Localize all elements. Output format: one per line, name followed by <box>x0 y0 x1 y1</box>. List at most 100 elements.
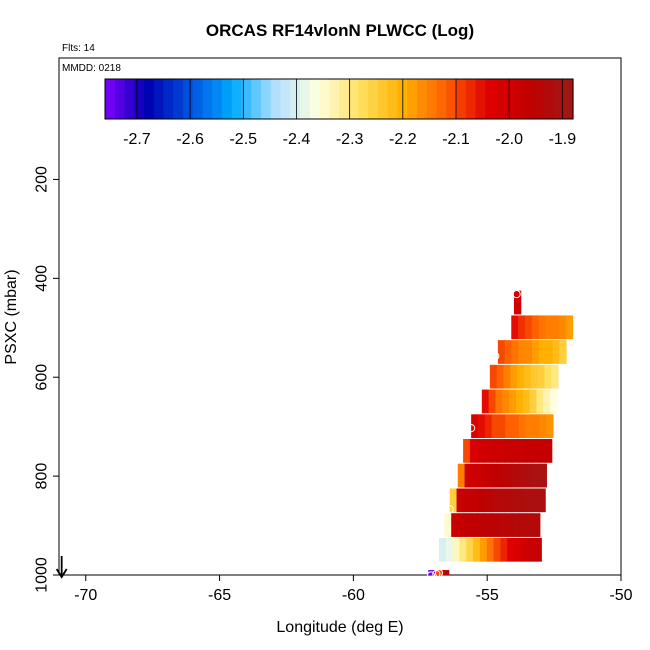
heatmap-cell <box>491 414 499 439</box>
sample-points <box>426 290 604 580</box>
colorbar-swatch <box>378 79 389 119</box>
heatmap-cell <box>495 389 503 414</box>
heatmap-cell <box>526 513 534 537</box>
colorbar-tick-label: -2.1 <box>442 131 470 148</box>
colorbar-swatch <box>563 79 574 119</box>
heatmap-cell <box>473 537 481 562</box>
heatmap-cell <box>539 414 547 439</box>
colorbar <box>104 78 574 120</box>
sample-point <box>467 424 476 433</box>
heatmap-cell <box>510 439 519 463</box>
heatmap-cell <box>532 463 541 488</box>
colorbar-swatch <box>124 79 135 119</box>
heatmap-cell <box>470 488 478 513</box>
heatmap-cell <box>559 315 567 340</box>
y-axis: 200 400 600 800 1000 <box>34 166 59 593</box>
colorbar-tick-label: -2.4 <box>283 131 311 148</box>
heatmap-cell <box>444 513 452 537</box>
heatmap-cell <box>509 389 517 414</box>
heatmap-cell <box>552 340 560 364</box>
wind-arrow <box>55 556 68 579</box>
heatmap-cell <box>518 315 526 340</box>
heatmap-cell <box>478 463 486 488</box>
sample-point <box>426 571 436 580</box>
colorbar-swatch <box>222 79 233 119</box>
colorbar-swatch <box>495 79 506 119</box>
x-tick-label: -50 <box>609 587 632 604</box>
heatmap-cell <box>497 439 505 463</box>
colorbar-swatch <box>485 79 496 119</box>
heatmap-cell <box>515 389 524 414</box>
colorbar-swatch <box>456 79 467 119</box>
heatmap-cell <box>492 513 500 537</box>
heatmap-cell <box>491 463 500 488</box>
heatmap-cell <box>565 315 574 340</box>
heatmap-cell <box>525 463 534 488</box>
heatmap-cell <box>504 488 512 513</box>
heatmap-cell <box>497 488 505 513</box>
plot-frame <box>58 57 622 576</box>
colorbar-swatch <box>270 79 282 119</box>
heatmap-cell <box>505 513 514 537</box>
heatmap-cell <box>503 364 511 389</box>
heatmap-cell <box>477 488 485 513</box>
colorbar-tick-label: -2.7 <box>123 131 151 148</box>
heatmap-cell <box>486 537 495 562</box>
heatmap-cell <box>463 488 471 513</box>
colorbar-swatch <box>543 79 555 119</box>
heatmap-cell <box>504 340 513 364</box>
x-tick-label: -70 <box>74 587 97 604</box>
heatmap-cell <box>511 340 519 364</box>
colorbar-swatch <box>553 79 564 119</box>
sample-point <box>590 458 599 467</box>
heatmap-cell <box>458 513 466 537</box>
colorbar-tick-label: -2.5 <box>229 131 257 148</box>
colorbar-frame <box>104 78 574 120</box>
heatmap-cell <box>504 439 512 463</box>
heatmap-cell <box>538 315 546 340</box>
heatmap-cell <box>524 315 533 340</box>
heatmap-cell <box>511 315 519 340</box>
heatmap-cell <box>530 364 539 389</box>
heatmap-cell <box>496 364 505 389</box>
colorbar-swatch <box>368 79 379 119</box>
heatmap-cell <box>445 537 454 562</box>
heatmap-cell <box>477 414 486 439</box>
heatmap-cell <box>531 488 539 513</box>
heatmap-cell <box>523 364 532 389</box>
heatmap-cell <box>484 414 493 439</box>
heatmap-cell <box>505 463 513 488</box>
heatmap-cell <box>451 513 459 537</box>
y-tick-label: 1000 <box>34 557 51 593</box>
colorbar-swatch <box>309 79 321 119</box>
heatmap-cell <box>520 537 529 562</box>
heatmap-cell <box>543 389 551 414</box>
colorbar-swatch <box>475 79 486 119</box>
sample-point <box>445 505 454 514</box>
colorbar-swatch <box>300 79 311 119</box>
colorbar-swatch <box>436 79 447 119</box>
colorbar-tick-label: -2.3 <box>336 131 364 148</box>
heatmap-cell <box>497 340 506 364</box>
colorbar-swatch <box>504 79 516 119</box>
heatmap-cell <box>493 537 501 562</box>
heatmap-cell <box>518 414 527 439</box>
heatmap-cell <box>552 315 560 340</box>
colorbar-swatch <box>163 79 174 119</box>
heatmap-cell <box>517 439 526 463</box>
colorbar-swatch <box>514 79 525 119</box>
heatmap-cell <box>532 340 540 364</box>
heatmap-cell <box>471 513 479 537</box>
colorbar-swatch <box>534 79 545 119</box>
colorbar-swatch <box>105 79 116 119</box>
heatmap-cell <box>507 537 515 562</box>
heatmap-cell <box>546 414 554 439</box>
colorbar-tick-label: -2.0 <box>495 131 523 148</box>
colorbar-swatch <box>290 79 301 119</box>
heatmap-cell <box>527 537 536 562</box>
sample-point <box>512 290 521 299</box>
colorbar-swatch <box>407 79 418 119</box>
heatmap-cell <box>524 488 533 513</box>
heatmap-cell <box>517 488 526 513</box>
